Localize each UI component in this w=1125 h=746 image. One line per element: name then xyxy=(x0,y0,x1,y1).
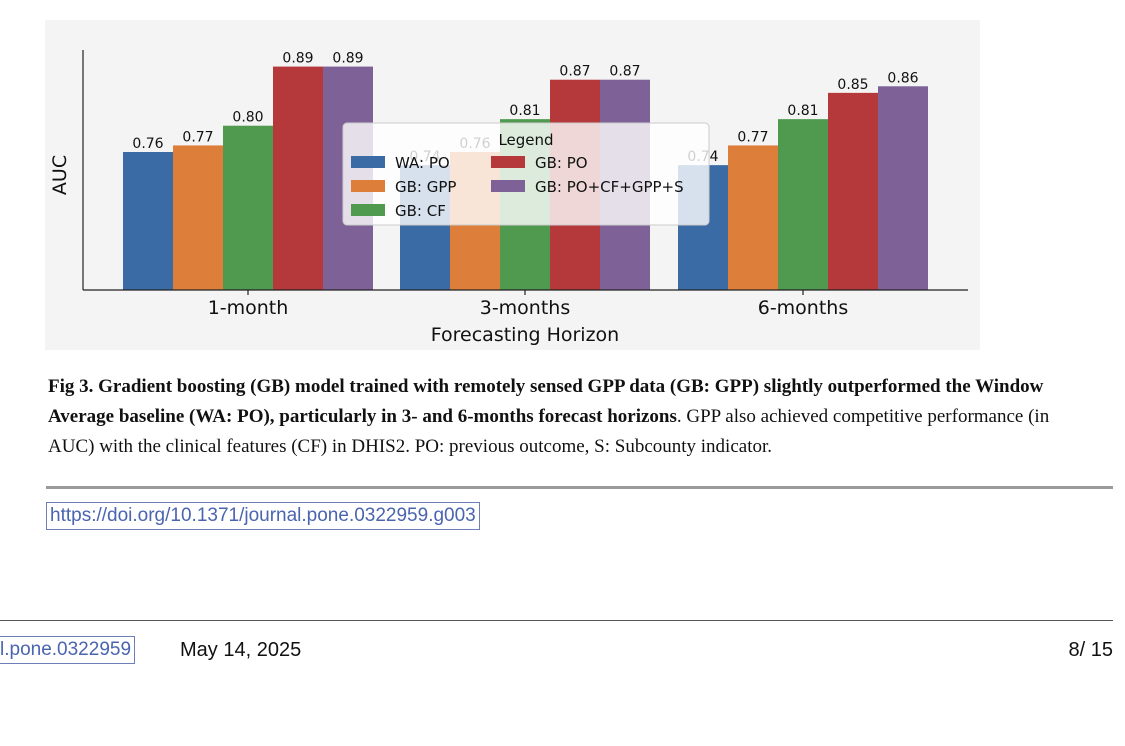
legend-entry: GB: PO xyxy=(535,154,588,172)
y-axis-label: AUC xyxy=(49,155,71,195)
footer-divider xyxy=(0,620,1113,621)
legend-swatch xyxy=(351,180,385,192)
page-number: 8/ 15 xyxy=(1068,639,1113,661)
bar-6-months-gb-po-cf-gpp-s xyxy=(878,86,928,291)
bar-1-month-gb-po xyxy=(273,66,323,290)
legend-swatch xyxy=(491,180,525,192)
bar-1-month-gb-gpp xyxy=(173,145,223,290)
footer-doi-link[interactable]: l.pone.0322959 xyxy=(0,636,136,664)
bar-1-month-wa-po xyxy=(123,152,173,290)
legend-box xyxy=(342,122,710,226)
bar-value-label: 0.87 xyxy=(559,64,590,80)
caption-bold: Fig 3. Gradient boosting (GB) model trai… xyxy=(48,376,1044,427)
bar-6-months-gb-po xyxy=(828,92,878,290)
bar-1-month-gb-cf xyxy=(223,125,273,290)
figure-panel: 0.760.740.740.770.760.770.800.810.810.89… xyxy=(45,20,980,350)
legend-swatch xyxy=(351,156,385,168)
caption-rest: . GPP also achieved competitive performa… xyxy=(48,406,1050,457)
bar-value-label: 0.80 xyxy=(232,110,263,126)
bar-value-label: 0.89 xyxy=(282,51,313,67)
bar-6-months-gb-gpp xyxy=(728,145,778,290)
doi-link[interactable]: https://doi.org/10.1371/journal.pone.032… xyxy=(46,502,480,530)
legend-entry: GB: GPP xyxy=(395,178,456,196)
bar-value-label: 0.81 xyxy=(509,103,540,119)
legend-swatch xyxy=(351,204,385,216)
legend-entry: WA: PO xyxy=(395,154,450,172)
bar-value-label: 0.81 xyxy=(787,103,818,119)
x-tick-label: 3-months xyxy=(480,297,571,319)
footer-date: May 14, 2025 xyxy=(180,639,302,661)
bar-value-label: 0.85 xyxy=(837,77,868,93)
x-tick-label: 1-month xyxy=(208,297,289,319)
legend-entry: GB: PO+CF+GPP+S xyxy=(535,178,684,196)
legend-swatch xyxy=(491,156,525,168)
bar-chart: 0.760.740.740.770.760.770.800.810.810.89… xyxy=(49,50,968,346)
x-axis-label: Forecasting Horizon xyxy=(431,324,619,346)
bar-value-label: 0.77 xyxy=(737,129,768,145)
bar-6-months-gb-cf xyxy=(778,119,828,291)
x-tick-label: 6-months xyxy=(758,297,849,319)
bar-value-label: 0.76 xyxy=(132,136,163,152)
bar-value-label: 0.87 xyxy=(609,64,640,80)
figure-caption: Fig 3. Gradient boosting (GB) model trai… xyxy=(48,372,1098,462)
bar-value-label: 0.77 xyxy=(182,129,213,145)
legend-entry: GB: CF xyxy=(395,202,446,220)
caption-divider xyxy=(46,486,1113,489)
bar-value-label: 0.86 xyxy=(887,70,918,86)
bar-value-label: 0.89 xyxy=(332,51,363,67)
legend-title: Legend xyxy=(498,131,553,149)
